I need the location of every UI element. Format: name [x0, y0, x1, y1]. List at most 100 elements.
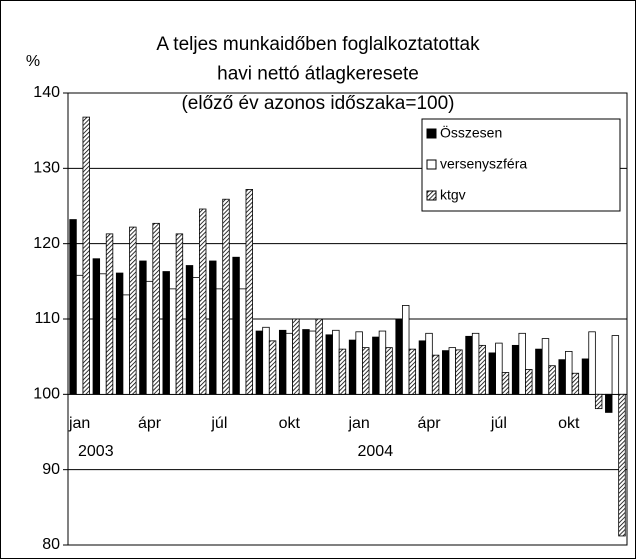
bar: [238, 288, 247, 395]
bar: [145, 280, 154, 395]
bar: [478, 344, 486, 395]
bar: [325, 334, 333, 395]
bar: [465, 335, 473, 395]
bar: [525, 369, 533, 395]
bar: [332, 329, 340, 395]
bar: [431, 354, 440, 395]
x-tick-label: júl: [490, 415, 507, 432]
x-tick-label: jan: [68, 415, 90, 432]
bar: [92, 258, 101, 395]
bar: [105, 233, 114, 395]
x-group-label: 2004: [358, 443, 394, 460]
bar: [255, 330, 264, 395]
legend-swatch: [426, 159, 437, 170]
y-tick-label: 120: [33, 235, 60, 252]
legend-swatch: [426, 128, 437, 139]
bar: [418, 340, 427, 395]
y-tick-label: 130: [33, 160, 60, 177]
bar: [262, 326, 270, 395]
y-tick-label: 90: [42, 461, 60, 478]
bar: [232, 256, 240, 395]
x-tick-label: júl: [210, 415, 227, 432]
bar: [215, 288, 224, 395]
bar: [395, 319, 403, 395]
bar: [511, 344, 520, 395]
bar: [348, 339, 357, 395]
bar: [115, 272, 124, 395]
bar: [355, 331, 363, 395]
bar: [518, 332, 526, 395]
chart-title: A teljes munkaidőben foglalkoztatottak: [156, 34, 480, 55]
bar: [209, 260, 217, 395]
bar: [571, 372, 580, 395]
bar: [618, 393, 626, 537]
y-tick-label: 100: [33, 386, 60, 403]
bar: [75, 274, 84, 395]
legend-label: versenyszféra: [440, 156, 527, 172]
bar: [605, 393, 613, 413]
bar: [378, 330, 387, 395]
bar: [245, 189, 253, 395]
bar: [69, 219, 77, 395]
bar: [425, 332, 433, 395]
bar: [129, 226, 137, 395]
chart-title: havi nettó átlagkeresete: [217, 64, 419, 85]
y-tick-label: 140: [33, 84, 60, 101]
bar: [488, 352, 496, 395]
bar: [338, 348, 347, 395]
bar: [385, 347, 393, 395]
bar: [455, 349, 463, 395]
bar: [278, 329, 287, 395]
x-tick-label: okt: [558, 415, 580, 432]
bar: [362, 347, 370, 395]
bar: [541, 338, 550, 395]
legend: [421, 118, 621, 212]
bar: [292, 318, 300, 395]
x-tick-label: ápr: [417, 415, 441, 432]
bar: [581, 358, 590, 395]
bar: [99, 273, 107, 395]
bar: [372, 336, 380, 395]
bar: [495, 342, 503, 395]
bar: [565, 350, 573, 395]
bar: [302, 329, 310, 395]
bar: [548, 365, 556, 395]
y-tick-label: 80: [42, 536, 60, 553]
bar: [315, 318, 323, 395]
bar: [199, 208, 207, 395]
bar: [535, 348, 543, 395]
bar: [611, 335, 620, 395]
legend-label: Összesen: [440, 124, 502, 141]
bar: [402, 305, 410, 395]
y-tick-label: 110: [34, 310, 60, 327]
legend-label: ktgv: [440, 187, 466, 203]
bar: [588, 331, 596, 395]
legend-swatch: [426, 190, 437, 201]
bar: [285, 332, 293, 395]
bar: [162, 271, 170, 395]
bar: [448, 347, 457, 395]
bar: [122, 294, 130, 395]
chart-title: (előző év azonos időszaka=100): [181, 93, 454, 114]
bar: [175, 233, 184, 395]
bar: [408, 348, 417, 395]
x-group-label: 2003: [78, 443, 114, 460]
bar: [558, 359, 566, 395]
bar: [471, 332, 480, 395]
bar: [442, 350, 450, 395]
bar: [222, 198, 230, 395]
y-label: %: [26, 53, 40, 70]
x-tick-label: jan: [347, 415, 369, 432]
bar: [139, 260, 147, 395]
bar: [594, 393, 603, 410]
bar: [169, 288, 177, 395]
bar: [268, 340, 277, 395]
bar: [308, 330, 317, 395]
x-tick-label: okt: [279, 415, 301, 432]
bar: [152, 222, 160, 395]
bar: [192, 277, 200, 395]
x-tick-label: ápr: [138, 415, 162, 432]
bar: [82, 116, 90, 395]
bar: [501, 372, 510, 395]
